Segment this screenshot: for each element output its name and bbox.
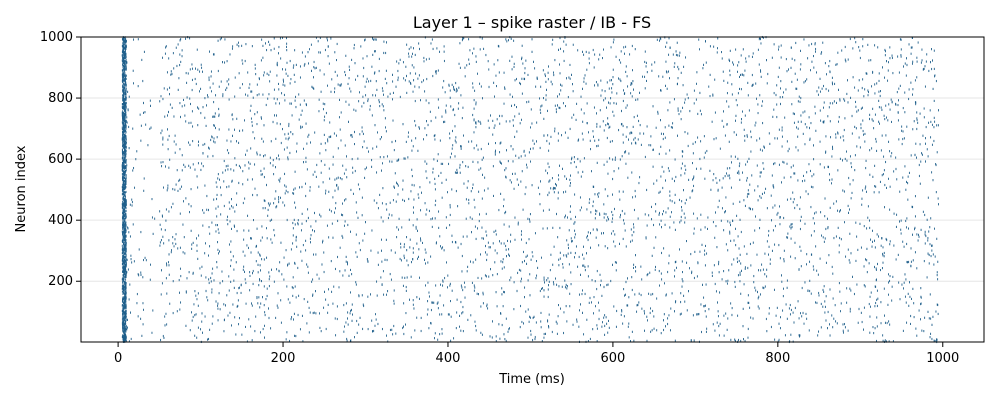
grid-lines <box>81 36 984 282</box>
chart-title: Layer 1 – spike raster / IB - FS <box>413 13 651 32</box>
spike-points <box>121 35 939 344</box>
